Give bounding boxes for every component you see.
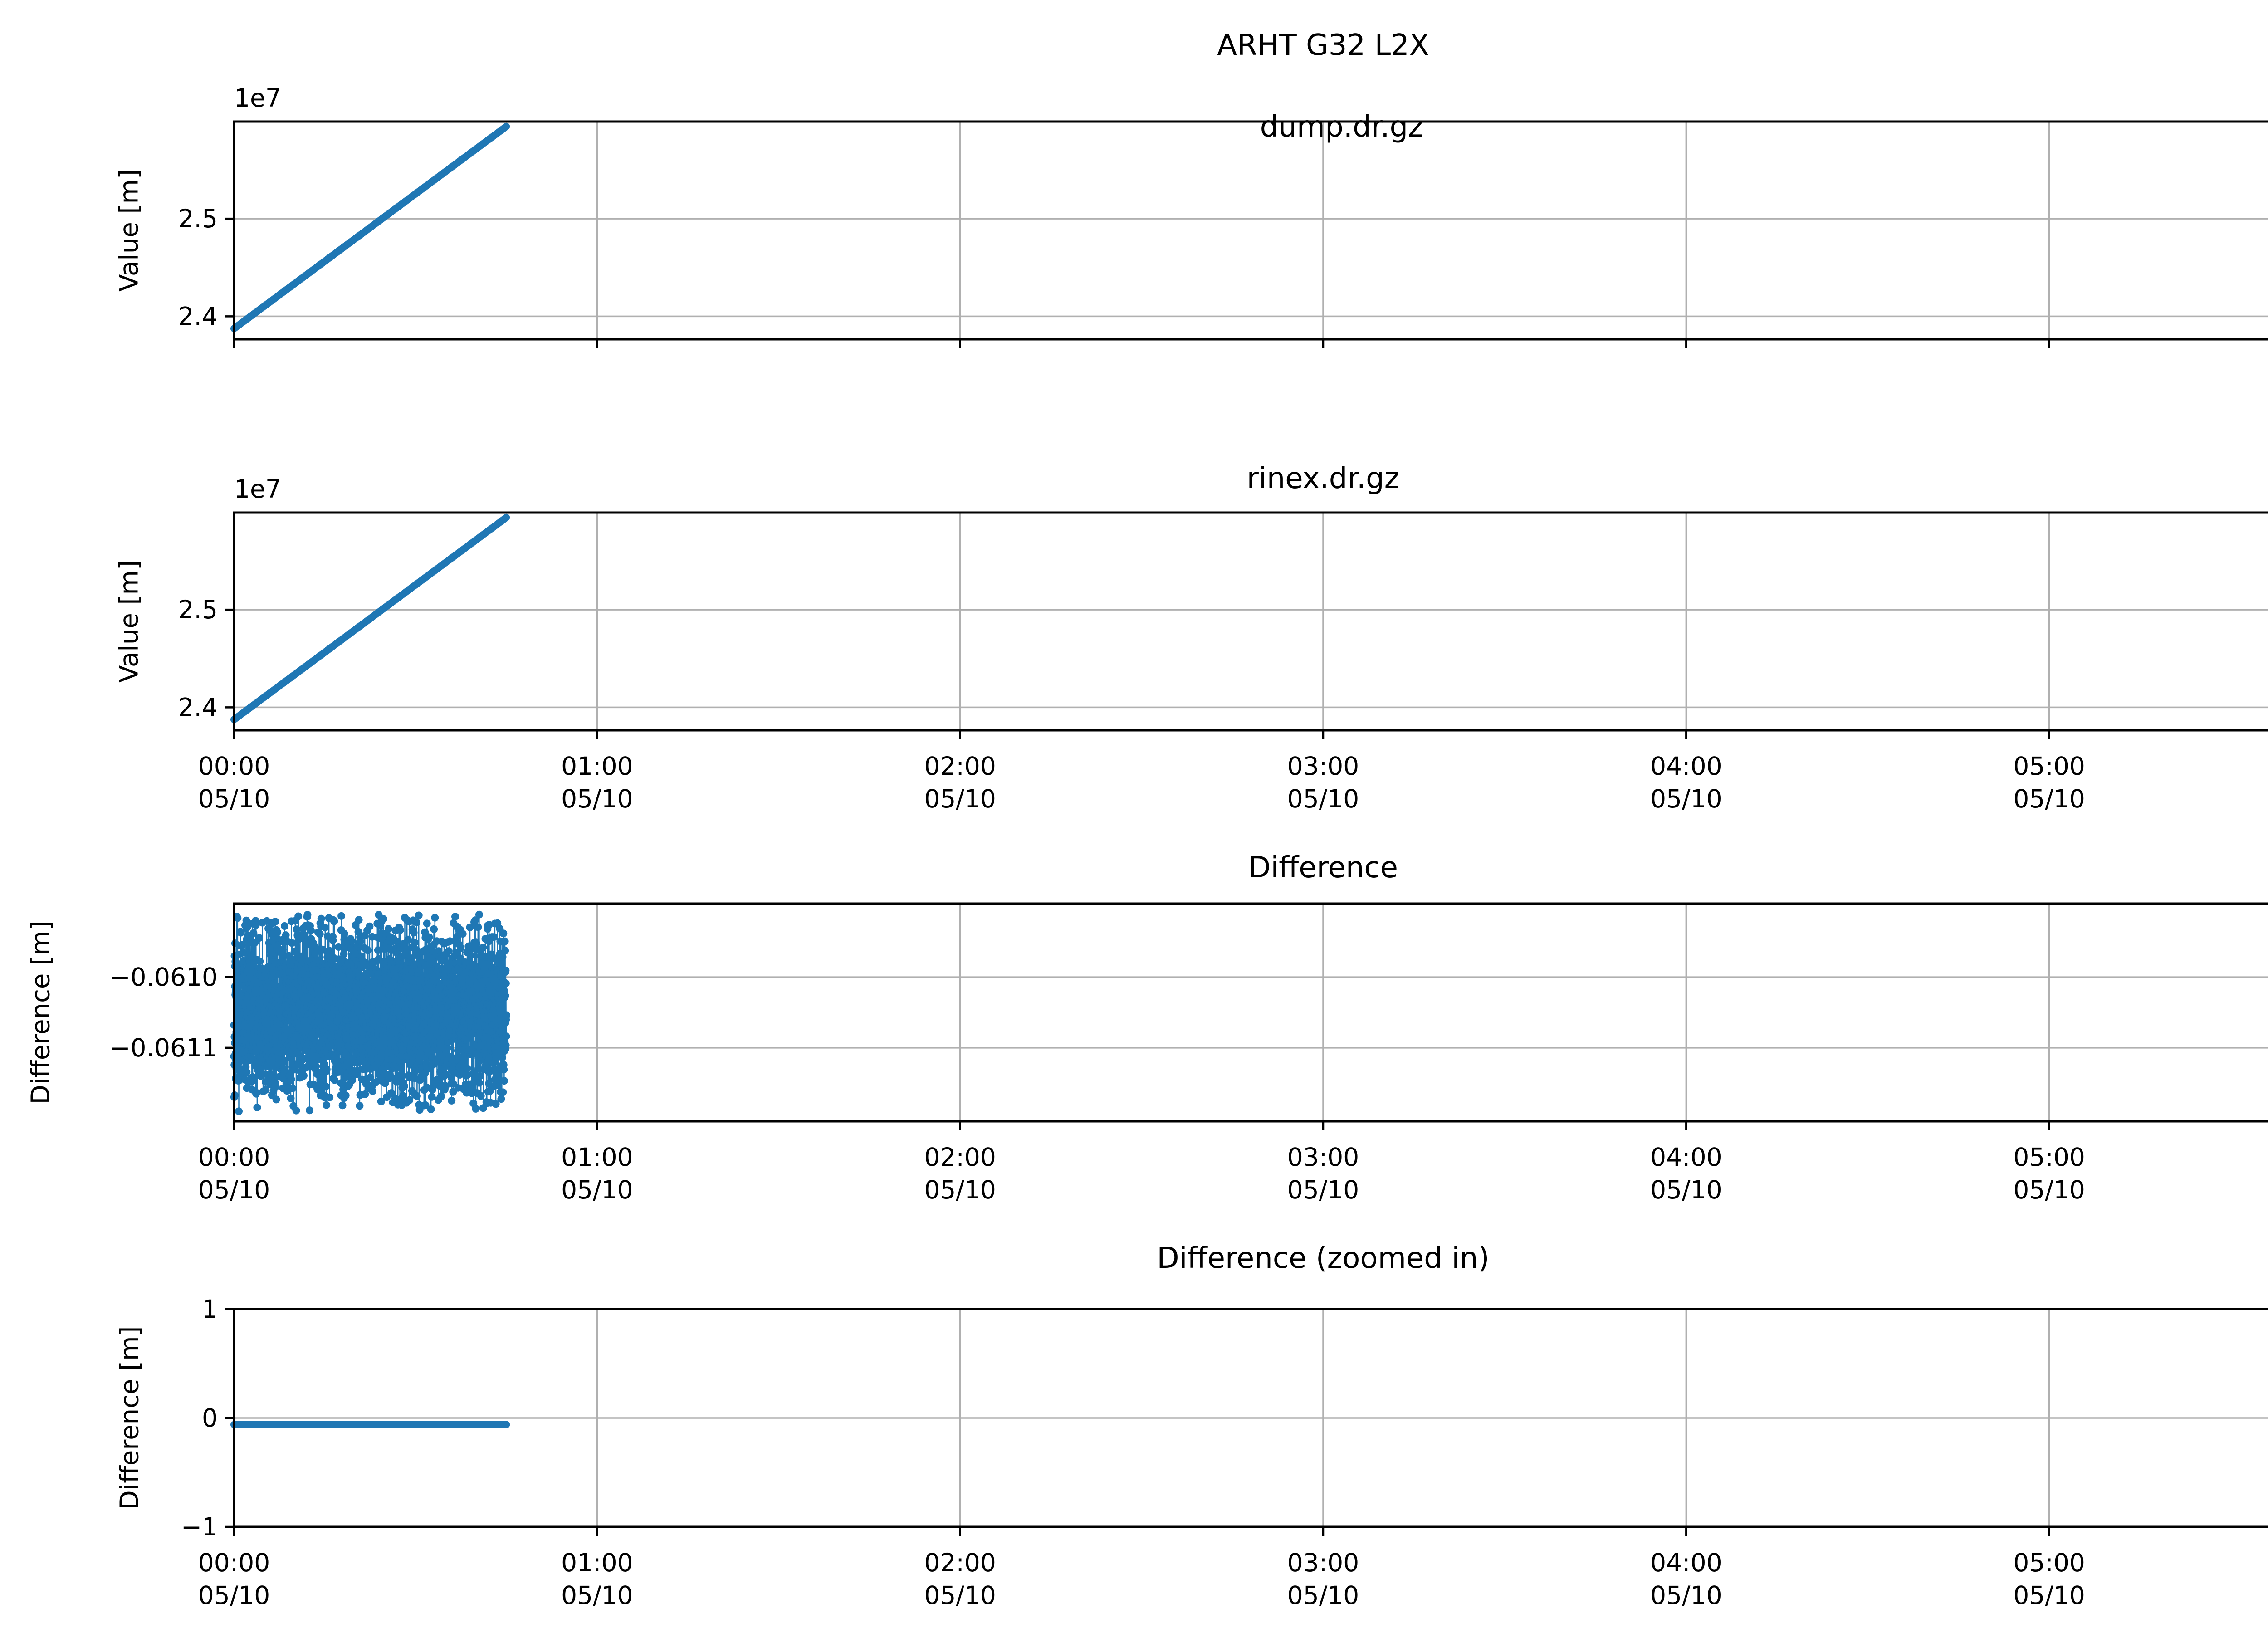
x-tick-label-date: 05/10: [924, 784, 996, 813]
axes-spines: [233, 902, 2268, 1123]
x-tick-label-date: 05/10: [2013, 784, 2085, 813]
x-tick-label-date: 05/10: [1287, 1581, 1359, 1610]
data-line-rinex.dr.gz: [230, 513, 510, 724]
axes-spines: [233, 511, 2268, 732]
x-tick-label-time: 05:00: [2013, 752, 2085, 781]
x-tick-label-time: 04:00: [1650, 1548, 1722, 1577]
x-tick-label-date: 05/10: [1287, 784, 1359, 813]
subplot-title: Difference: [1248, 851, 1398, 885]
x-tick-label-time: 00:00: [198, 752, 270, 781]
x-tick-label-time: 01:00: [561, 1143, 633, 1172]
y-tick-label: −1: [181, 1512, 218, 1541]
x-tick-label-date: 05/10: [924, 1175, 996, 1204]
y-axis-label: Difference [m]: [115, 1326, 145, 1510]
x-tick-label-date: 05/10: [1650, 1175, 1722, 1204]
x-tick-label-date: 05/10: [198, 1581, 270, 1610]
x-tick-label-time: 02:00: [924, 752, 996, 781]
x-tick-label-date: 05/10: [2013, 1175, 2085, 1204]
data-line-dump.dr.gz: [230, 122, 510, 332]
x-tick-label-time: 05:00: [2013, 1548, 2085, 1577]
x-tick-label-time: 05:00: [2013, 1143, 2085, 1172]
figure-title-line: ARHT G32 L2X: [1217, 29, 1429, 62]
plot-area-dump: 2.4 2.5: [178, 120, 2268, 348]
y-axis-label: Value [m]: [114, 169, 144, 292]
x-tick-label-time: 03:00: [1287, 1143, 1359, 1172]
x-tick-label-time: 00:00: [198, 1548, 270, 1577]
x-tick-label-date: 05/10: [198, 1175, 270, 1204]
y-tick-label: 2.5: [178, 595, 218, 624]
y-axis-label: Value [m]: [114, 560, 144, 683]
x-tick-label-date: 05/10: [561, 1175, 633, 1204]
x-tick-label-time: 02:00: [924, 1548, 996, 1577]
x-tick-label-date: 05/10: [1650, 784, 1722, 813]
subplot-title-line: dump.dr.gz: [1260, 110, 1423, 144]
x-tick-label-time: 03:00: [1287, 752, 1359, 781]
x-tick-label-time: 01:00: [561, 1548, 633, 1577]
y-axis-label: Difference [m]: [26, 920, 56, 1105]
y-axis-offset-label: 1e7: [234, 83, 281, 112]
y-tick-label: −0.0611: [109, 1033, 218, 1062]
subplot-title: rinex.dr.gz: [1246, 462, 1400, 495]
x-tick-label-date: 05/10: [561, 1581, 633, 1610]
y-tick-label: −0.0610: [109, 963, 218, 992]
y-tick-label: 0: [202, 1403, 218, 1433]
x-tick-label-date: 05/10: [1650, 1581, 1722, 1610]
plot-area-difference-zoomed: 00:00 05/10 01:00 05/10 02:00 05/10 03:00 05/10…: [181, 1295, 2268, 1610]
scatter-noise-band: [230, 910, 510, 1115]
y-axis-offset-label: 1e7: [234, 474, 281, 504]
x-tick-label-time: 04:00: [1650, 752, 1722, 781]
x-tick-label-time: 03:00: [1287, 1548, 1359, 1577]
y-tick-label: 1: [202, 1295, 218, 1324]
x-tick-label-date: 05/10: [198, 784, 270, 813]
subplot-title: Difference (zoomed in): [1157, 1242, 1490, 1275]
y-tick-label: 2.5: [178, 204, 218, 233]
x-tick-label-time: 02:00: [924, 1143, 996, 1172]
x-tick-label-date: 05/10: [2013, 1581, 2085, 1610]
x-tick-label-date: 05/10: [1287, 1175, 1359, 1204]
axes-spines: [233, 120, 2268, 341]
x-tick-label-time: 00:00: [198, 1143, 270, 1172]
x-tick-label-date: 05/10: [561, 784, 633, 813]
x-tick-label-date: 05/10: [924, 1581, 996, 1610]
x-tick-label-time: 04:00: [1650, 1143, 1722, 1172]
y-tick-label: 2.4: [178, 302, 218, 331]
plot-area-rinex: 00:00 05/10 01:00 05/10 02:00 05/10 03:00 05/10…: [178, 511, 2268, 813]
x-tick-label-time: 01:00: [561, 752, 633, 781]
plot-area-difference: 00:00 05/10 01:00 05/10 02:00 05/10 03:00 05/10…: [109, 902, 2268, 1204]
subplot-title: ARHT G32 L2X dump.dr.gz: [234, 25, 2268, 147]
y-tick-label: 2.4: [178, 693, 218, 722]
